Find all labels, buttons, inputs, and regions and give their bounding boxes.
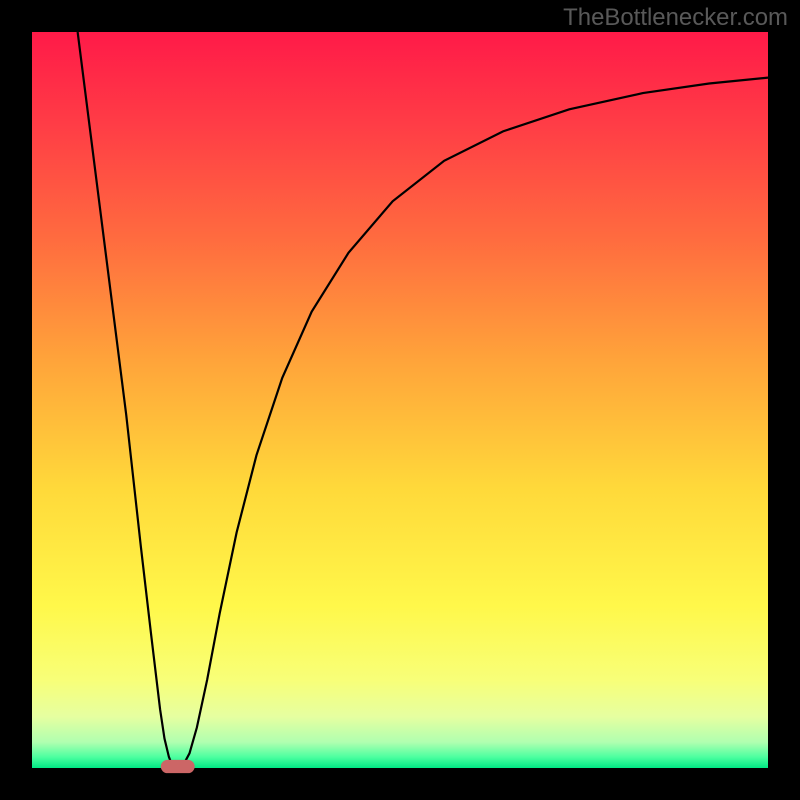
bottleneck-chart: TheBottlenecker.com — [0, 0, 800, 800]
plot-background — [32, 32, 768, 768]
optimal-marker — [161, 760, 195, 773]
chart-svg — [0, 0, 800, 800]
